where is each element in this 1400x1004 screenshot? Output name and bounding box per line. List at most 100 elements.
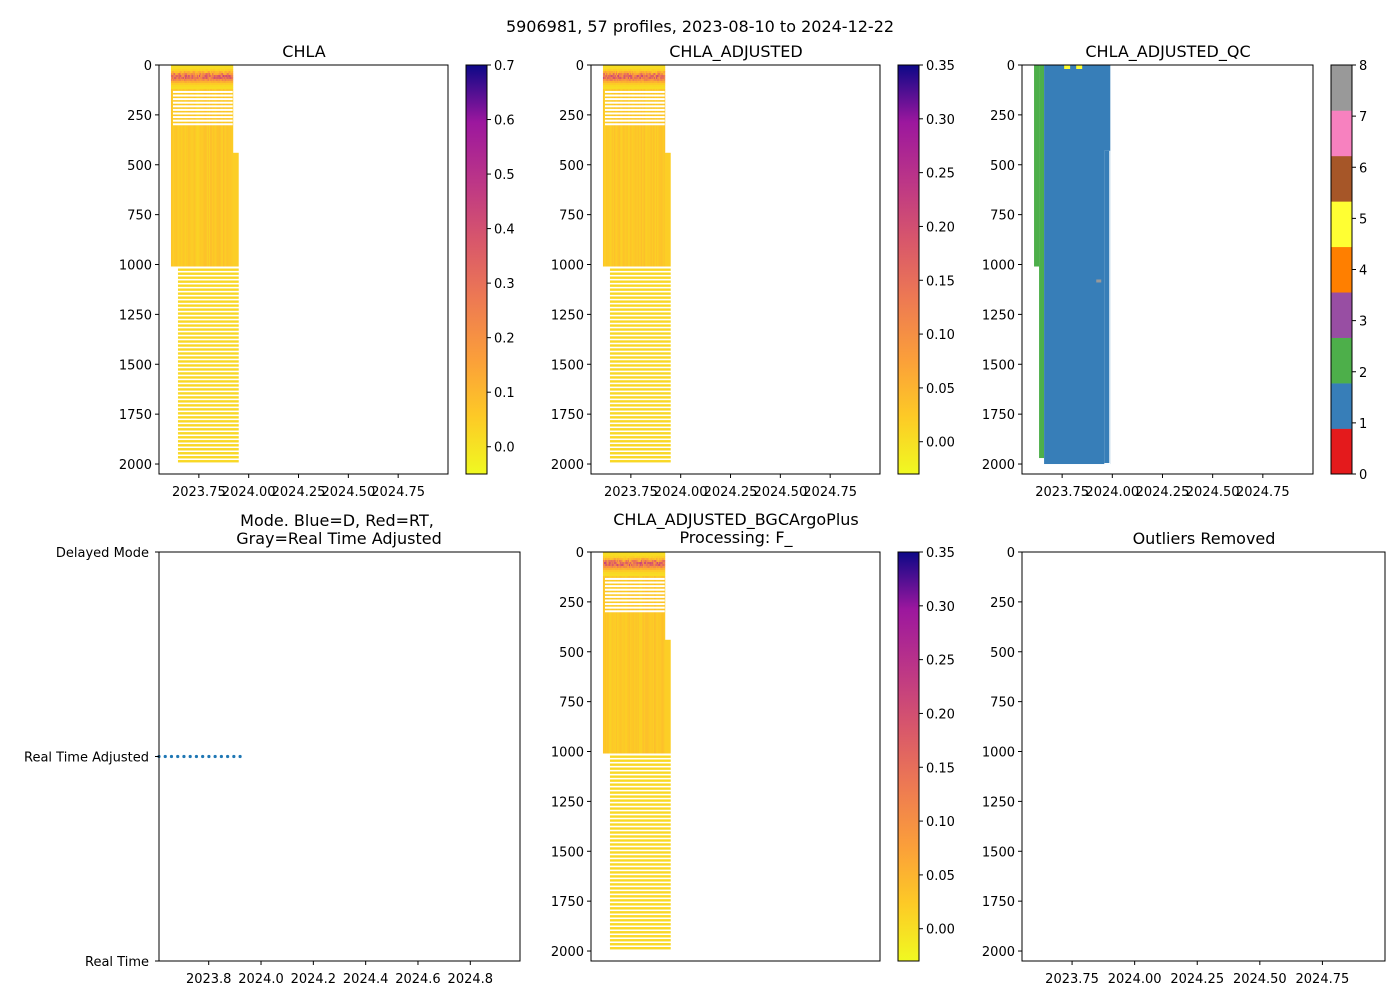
heat-cell [220,88,223,267]
heat-cell [186,78,188,82]
heat-cell [618,65,620,68]
qc-mark [1064,65,1071,69]
heat-cell [659,74,661,78]
heat-cell [230,70,233,74]
heat-cell [194,66,197,70]
heat-cell [222,72,225,76]
heat-cell [646,86,648,90]
heat-cell [637,567,640,571]
y-tick-label: Delayed Mode [56,546,149,561]
heat-cell [643,82,645,86]
heat-cell [637,575,640,754]
heat-cell [634,569,636,573]
heat-cell [654,65,657,68]
heat-cell [644,557,646,561]
heat-cell [662,559,665,563]
heat-cell [652,76,655,80]
heat-cell [222,65,225,68]
heat-cell [608,88,610,267]
heat-cell [612,555,615,559]
heat-cell [654,76,657,80]
heat-cell [640,72,643,76]
heat-cell [624,563,627,567]
heat-cell [635,561,638,565]
heat-cell [183,82,186,86]
heat-cell [175,84,177,88]
heat-cell [605,78,607,82]
heat-cell [644,553,646,557]
heat-cell [647,553,649,557]
heat-cell [225,72,227,76]
heat-cell [177,276,239,279]
heat-cell [640,575,643,754]
heat-cell [222,78,225,82]
heat-cell [619,553,621,557]
heat-cell [204,88,207,267]
heat-cell [614,82,617,86]
heat-cell [609,68,612,72]
heat-cell [221,74,224,78]
heat-cell [628,70,631,74]
heat-cell [617,552,619,555]
heat-cell [662,569,665,573]
heat-cell [200,72,202,76]
heat-cell [609,388,671,391]
heat-cell [606,82,608,86]
heat-cell [604,571,606,575]
heat-cell [637,573,640,577]
colorbar-tick-label: 0.25 [926,167,955,182]
heat-cell [661,74,664,78]
heat-cell [635,557,638,561]
heat-cell [174,76,176,80]
heat-cell [643,573,645,577]
heat-cell [639,571,642,575]
heat-cell [649,68,652,72]
heat-cell [609,947,671,950]
x-tick-label: 2023.75 [1035,485,1089,500]
heat-cell [609,86,612,90]
heat-cell [628,555,631,559]
heat-cell [641,78,644,82]
mode-point [163,754,167,759]
heat-cell [196,68,199,72]
heat-cell [643,74,645,78]
heat-cell [647,72,649,76]
heat-cell [196,76,199,80]
heat-cell [648,567,651,571]
heat-cell [663,575,666,754]
heat-cell [174,80,176,84]
heat-cell [622,563,625,567]
heat-cell [653,66,656,70]
heat-cell [190,76,193,80]
heat-cell [177,316,239,319]
heat-cell [632,84,634,88]
heat-cell [612,563,615,567]
heat-cell [606,569,608,573]
heat-cell [609,855,671,858]
heat-cell [661,72,664,76]
heat-cell [662,565,665,569]
heat-cell [632,86,634,90]
heat-cell [191,88,194,267]
heat-cell [222,88,225,267]
y-tick-label: 750 [127,209,152,224]
heat-cell [609,348,671,351]
heat-cell [656,72,658,76]
heat-cell [654,80,657,84]
heat-cell [610,76,613,80]
heat-cell [177,420,239,423]
y-tick-label: 500 [559,646,584,661]
heat-cell [609,567,612,571]
heat-cell [609,911,671,914]
heat-cell [611,561,614,565]
heat-cell [203,86,206,90]
heat-cell [640,86,643,90]
heat-cell [645,86,647,90]
heat-cell [633,72,635,76]
heat-cell [622,84,625,88]
heat-cell [617,88,619,267]
heat-cell [646,553,648,557]
heat-cell [207,80,210,84]
heat-cell [650,563,653,567]
heat-cell [175,66,177,70]
